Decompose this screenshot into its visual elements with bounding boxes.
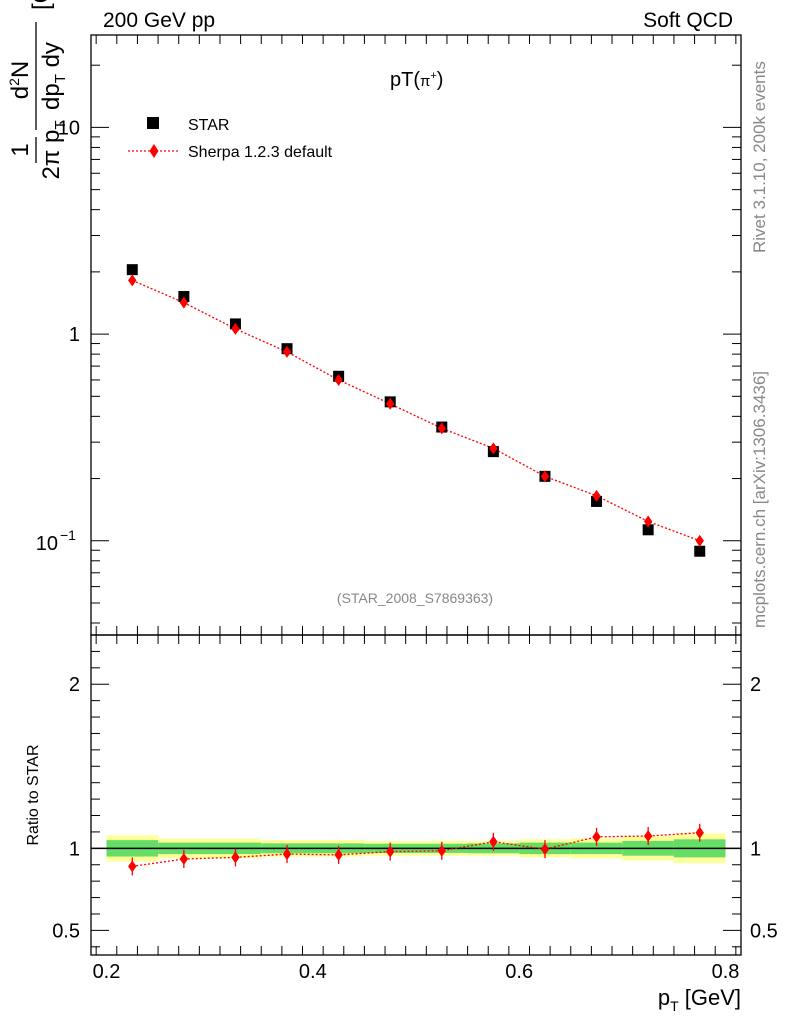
x-tick-label-0.2: 0.2 — [93, 961, 121, 983]
ratio-panel: 0.5 1 2 0.5 1 2 Ratio to STAR 0.2 0.4 0.… — [25, 634, 778, 1014]
x-tick-label-0.8: 0.8 — [712, 961, 740, 983]
ratio-ticks — [91, 634, 741, 955]
main-y-tick-labels: 10 1 10 −1 — [36, 117, 80, 554]
sherpa-point — [282, 345, 292, 358]
plot-title: pT(π+) — [390, 69, 443, 91]
ratio-sherpa-point — [695, 826, 704, 839]
analysis-watermark: (STAR_2008_S7869363) — [337, 590, 493, 606]
ratio-sherpa-point — [334, 848, 343, 861]
sherpa-point — [540, 470, 550, 483]
sherpa-point — [695, 534, 704, 547]
ratio-y-tick-label-right-2: 2 — [750, 674, 761, 696]
ratio-sherpa-line — [132, 832, 700, 868]
ratio-sherpa-point — [540, 843, 550, 856]
header-left: 200 GeV pp — [103, 9, 215, 32]
y-axis-label-den-2: dpT dy — [38, 42, 69, 110]
y-axis-label: 1 2π pT d2N dpT dy [GeV-2] — [6, 0, 69, 180]
ratio-sherpa-point — [179, 853, 189, 865]
sherpa-point — [231, 322, 240, 335]
ratio-sherpa-point — [386, 845, 395, 858]
sherpa-point — [128, 274, 137, 287]
x-tick-label-0.6: 0.6 — [505, 961, 533, 983]
main-panel: 10 1 10 −1 pT(π+) STAR Sherpa 1.2.3 defa… — [6, 0, 742, 636]
sherpa-point — [179, 296, 189, 309]
ratio-y-tick-label-2: 2 — [69, 674, 80, 696]
ratio-y-tick-label-1: 1 — [69, 838, 80, 860]
sherpa-point — [592, 489, 601, 502]
star-point — [126, 264, 138, 276]
ratio-sherpa-point — [231, 851, 240, 864]
legend-sherpa-label: Sherpa 1.2.3 default — [188, 144, 333, 161]
ratio-sherpa-point — [643, 830, 653, 843]
ratio-sherpa-point — [282, 848, 292, 861]
y-tick-label-0.1: 10 — [36, 533, 58, 555]
sherpa-point — [386, 397, 395, 410]
ratio-series — [128, 823, 704, 876]
star-point — [178, 291, 190, 303]
legend: STAR Sherpa 1.2.3 default — [128, 117, 333, 161]
sherpa-point — [643, 515, 653, 528]
main-series — [126, 264, 706, 557]
x-axis-label: pT [GeV] — [658, 985, 741, 1014]
y-axis-label-numerator: d2N — [6, 61, 34, 100]
sherpa-point — [334, 373, 343, 386]
sherpa-point — [437, 422, 446, 435]
legend-star-marker — [147, 117, 159, 129]
ratio-sherpa-point — [437, 844, 446, 857]
y-axis-label-unit: [GeV-2] — [26, 0, 55, 10]
ratio-sherpa-point — [592, 830, 601, 843]
star-point — [694, 545, 706, 557]
y-axis-label-one: 1 — [7, 143, 34, 156]
y-axis-label-den-1: 2π pT — [38, 120, 69, 179]
sherpa-point — [489, 442, 498, 455]
mcplots-reference-text: mcplots.cern.ch [arXiv:1306.3436] — [750, 371, 769, 628]
ratio-y-tick-label-right-1: 1 — [750, 838, 761, 860]
rivet-version-text: Rivet 3.1.10, 200k events — [750, 61, 769, 253]
sherpa-line — [132, 279, 700, 542]
main-ticks — [91, 35, 741, 635]
ratio-frame — [90, 634, 742, 956]
legend-sherpa-marker — [149, 144, 159, 158]
header-right: Soft QCD — [643, 9, 733, 32]
ratio-sherpa-point — [128, 860, 137, 873]
y-tick-label-0.1-exponent: −1 — [60, 527, 76, 543]
ratio-sherpa-point — [489, 835, 498, 848]
y-tick-label-10: 10 — [58, 117, 80, 139]
ratio-y-axis-label: Ratio to STAR — [25, 744, 42, 845]
ratio-y-tick-label-0.5: 0.5 — [52, 920, 80, 942]
star-point — [642, 524, 654, 536]
y-tick-label-1: 1 — [69, 324, 80, 346]
legend-star-label: STAR — [188, 117, 229, 134]
ratio-y-tick-label-right-0.5: 0.5 — [750, 920, 778, 942]
x-tick-label-0.4: 0.4 — [299, 961, 327, 983]
